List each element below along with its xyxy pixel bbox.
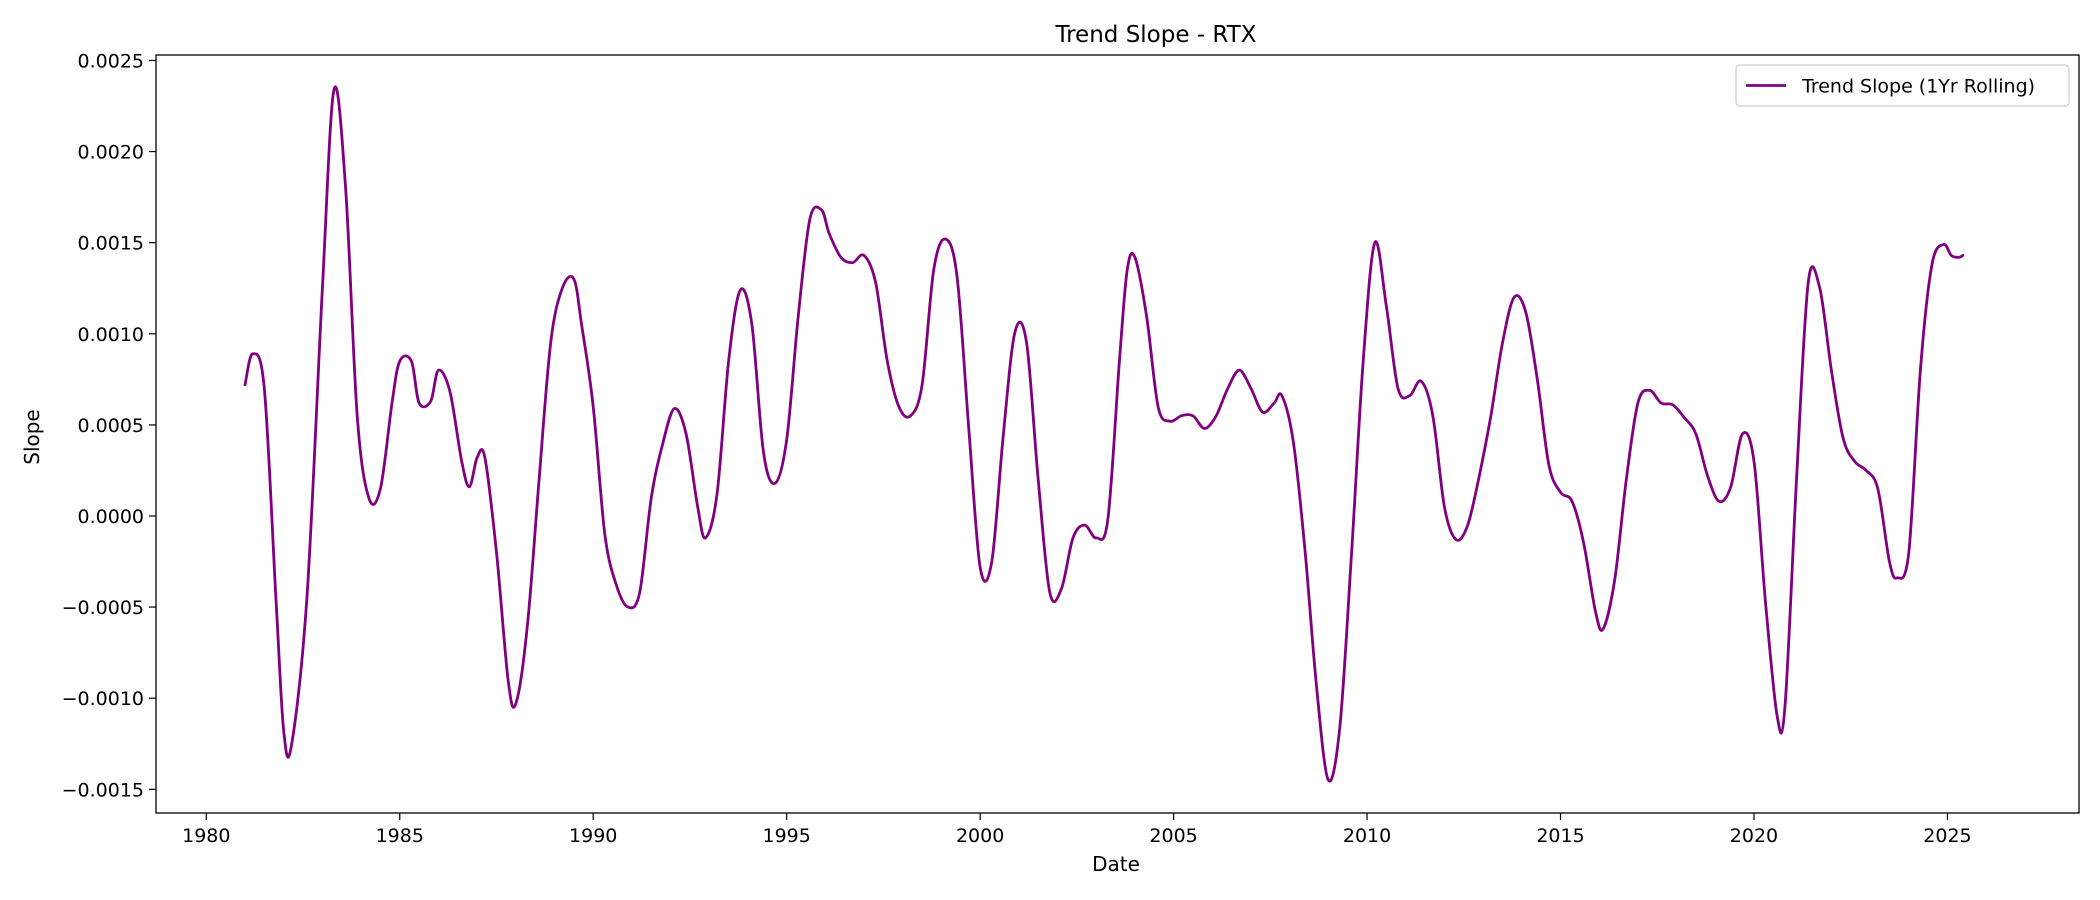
legend-label: Trend Slope (1Yr Rolling) [1801,76,2035,98]
legend: Trend Slope (1Yr Rolling) [1735,64,2070,107]
x-tick-label: 2005 [1149,825,1197,847]
plot-area [243,85,1965,783]
x-tick-label: 2025 [1923,825,1971,847]
y-axis-label: Slope [20,409,44,465]
x-tick-label: 1995 [763,825,811,847]
y-tick-label: 0.0005 [78,415,144,437]
axes-frame [155,54,2080,814]
x-tick-label: 2010 [1343,825,1391,847]
x-axis-label: Date [1092,852,1140,876]
y-axis: −0.0015 −0.0010 −0.0005 0.0000 0.0005 0.0010 0… [62,50,156,801]
y-tick-label: 0.0000 [78,506,144,528]
x-axis: 1980 1985 1990 1995 2000 2005 2010 2015 2020 2025 [182,813,1972,847]
x-tick-label: 1980 [182,825,230,847]
x-tick-label: 1990 [569,825,617,847]
y-tick-label: −0.0015 [62,779,144,801]
y-tick-label: −0.0010 [62,688,144,710]
x-tick-label: 2015 [1536,825,1584,847]
legend-box [1735,64,2070,107]
y-tick-label: 0.0025 [78,50,144,72]
y-tick-label: 0.0020 [78,142,144,164]
y-tick-label: 0.0015 [78,233,144,255]
x-tick-label: 2020 [1730,825,1778,847]
x-tick-label: 2000 [956,825,1004,847]
y-tick-label: −0.0005 [62,597,144,619]
series-line-0 [243,85,1965,783]
x-tick-label: 1985 [376,825,424,847]
chart-title: Trend Slope - RTX [1054,22,1256,48]
y-tick-label: 0.0010 [78,324,144,346]
